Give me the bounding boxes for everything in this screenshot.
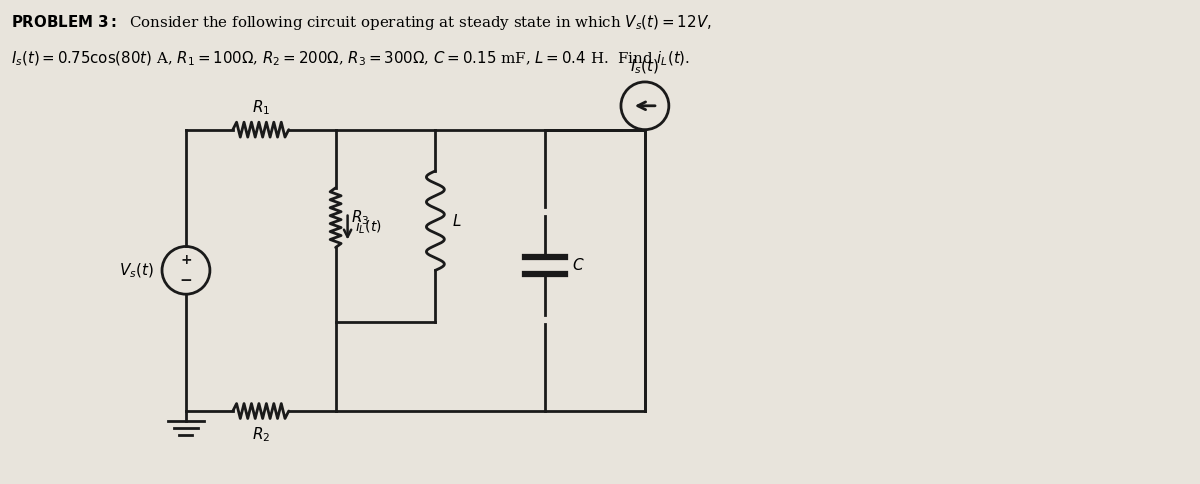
Text: +: + [180, 254, 192, 267]
Text: $I_s(t)$: $I_s(t)$ [630, 58, 660, 76]
Text: $C$: $C$ [572, 257, 584, 273]
Text: $R_3$: $R_3$ [350, 208, 370, 227]
Text: $i_L(t)$: $i_L(t)$ [354, 219, 382, 236]
Text: $R_2$: $R_2$ [252, 425, 270, 444]
Text: $V_s(t)$: $V_s(t)$ [119, 261, 154, 280]
Text: $I_s(t) = 0.75\cos(80t)$ A, $R_1 = 100\Omega$, $R_2 = 200\Omega$, $R_3 = 300\Ome: $I_s(t) = 0.75\cos(80t)$ A, $R_1 = 100\O… [11, 49, 690, 67]
Text: $L$: $L$ [452, 212, 462, 228]
Text: −: − [180, 273, 192, 288]
Text: $\bf{PROBLEM\ 3:}$  Consider the following circuit operating at steady state in : $\bf{PROBLEM\ 3:}$ Consider the followin… [11, 14, 712, 32]
Text: $R_1$: $R_1$ [252, 98, 270, 117]
